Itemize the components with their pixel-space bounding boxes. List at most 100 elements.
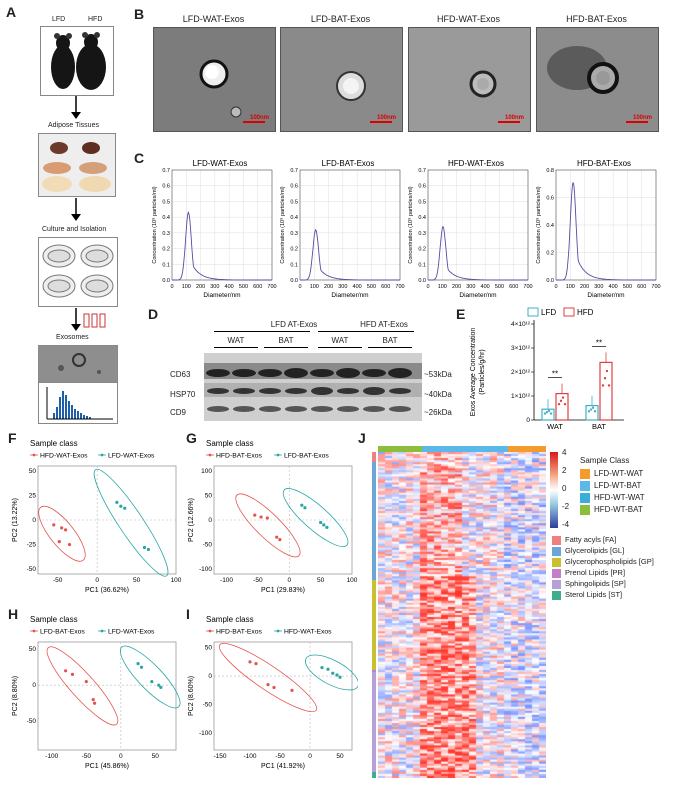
x-tick-label: 50 xyxy=(317,577,325,584)
histogram-icon xyxy=(46,387,113,420)
nta-curve xyxy=(172,210,272,281)
arrow-down-icon xyxy=(71,308,81,331)
x-tick-label: -100 xyxy=(45,753,58,760)
x-tick-label: 300 xyxy=(594,284,603,290)
x-tick-label: 50 xyxy=(152,753,160,760)
pca-point xyxy=(115,500,119,504)
data-point xyxy=(563,402,567,406)
lipid-bar-fa xyxy=(372,452,376,462)
legend-marker xyxy=(100,629,104,633)
legend-swatch xyxy=(580,504,590,515)
y-tick-label: 0.7 xyxy=(162,168,170,174)
legend-swatch xyxy=(552,557,561,567)
y-axis-label: PC2 (8.80%) xyxy=(12,676,19,716)
nta-plot: LFD-BAT-Exos 0 100 200 300 400 500 600 700 0.0 0.1… xyxy=(279,159,405,299)
x-tick-label: 300 xyxy=(338,284,347,290)
y-tick-label: -100 xyxy=(199,566,212,573)
lipid-class-bar xyxy=(372,452,376,778)
lipid-bar-st xyxy=(372,772,376,778)
x-axis-label: Diameter/nm xyxy=(203,292,240,299)
pca-point xyxy=(92,701,97,705)
panel-label-g: G xyxy=(186,430,197,446)
tem-image-lfd-wat: 100nm xyxy=(153,27,276,132)
x-tick-label: 0 xyxy=(298,284,301,290)
scale-bar xyxy=(243,121,265,123)
plot-frame xyxy=(171,169,273,281)
panel-label-e: E xyxy=(456,306,466,322)
vesicle-icon xyxy=(469,70,497,98)
y-axis-label: (Particles/g/hr) xyxy=(479,349,486,395)
vesicle-icon xyxy=(336,71,366,101)
blot-lane-label: BAT xyxy=(382,336,398,345)
legend-swatch xyxy=(580,492,590,503)
pca-point xyxy=(57,540,61,544)
x-tick-label: 600 xyxy=(381,284,390,290)
legend-label: HFD-WAT-Exos xyxy=(284,629,332,636)
blot-lane-label: BAT xyxy=(278,336,294,345)
x-tick-label: 500 xyxy=(623,284,632,290)
data-point xyxy=(561,396,565,399)
blot-lane-label: WAT xyxy=(227,336,245,345)
data-point xyxy=(605,369,609,373)
legend-marker xyxy=(276,629,280,633)
x-tick-label: 200 xyxy=(580,284,589,290)
bar xyxy=(585,404,599,421)
pca-point xyxy=(67,542,72,547)
exosome-nta-thumb xyxy=(38,382,118,424)
panel-label-h: H xyxy=(8,606,19,622)
blot-image xyxy=(204,353,422,421)
plot-frame xyxy=(555,169,657,281)
pca-point xyxy=(275,535,279,539)
nta-curve xyxy=(300,228,400,281)
tem-title-3: HFD-WAT-Exos xyxy=(437,14,500,24)
y-tick-label: 0.7 xyxy=(418,168,426,174)
x-tick-label: 50 xyxy=(336,753,344,760)
y-tick-label: 0.1 xyxy=(290,262,298,268)
legend-swatch-hfd xyxy=(563,307,575,317)
sample-bar-wt xyxy=(422,446,508,452)
pca-point xyxy=(322,523,326,527)
blot-row-label: HSP70 xyxy=(170,390,196,399)
x-tick-label: 700 xyxy=(523,284,532,290)
blot-row-label: CD63 xyxy=(170,370,191,379)
x-tick-label: 100 xyxy=(438,284,447,290)
x-axis-label: Diameter/nm xyxy=(459,292,496,299)
heatmap-canvas xyxy=(378,452,546,778)
y-tick-label: 0.6 xyxy=(162,184,170,190)
y-tick-label: -25 xyxy=(27,542,37,549)
y-tick-label: 4×10¹² xyxy=(511,321,531,328)
pca-point xyxy=(136,662,140,666)
lipid-class-item: Glycerophospholipids [GP] xyxy=(552,556,654,567)
y-axis-label: Exos Average Concentration xyxy=(470,328,477,417)
x-axis-label: PC1 (41.92%) xyxy=(261,763,305,770)
legend-marker xyxy=(276,453,280,457)
scale-bar xyxy=(498,121,520,123)
y-tick-label: 0 xyxy=(208,673,212,680)
x-tick-label: WAT xyxy=(547,422,563,430)
sample-class-item: LFD-WT-BAT xyxy=(580,480,645,492)
pca-point xyxy=(331,671,335,675)
x-tick-label: 400 xyxy=(481,284,490,290)
scale-label: 100nm xyxy=(376,115,396,121)
y-tick-label: 0.6 xyxy=(418,184,426,190)
sample-class-item: LFD-WT-WAT xyxy=(580,468,645,480)
legend-title: Sample class xyxy=(30,615,78,624)
pca-point xyxy=(259,515,263,519)
x-tick-label: -100 xyxy=(243,753,256,760)
pca-point xyxy=(303,506,307,510)
blot-lane-label: WAT xyxy=(331,336,349,345)
pca-point xyxy=(253,513,257,517)
legend-marker xyxy=(32,453,36,457)
y-tick-label: 0 xyxy=(32,682,36,689)
group-line xyxy=(318,331,414,332)
legend-label: Sphingolipids [SP] xyxy=(565,579,626,588)
pca-point xyxy=(320,665,324,670)
pca-point xyxy=(60,526,64,530)
y-tick-label: 0.8 xyxy=(546,168,554,174)
y-tick-label: 0.2 xyxy=(546,251,554,257)
data-point xyxy=(603,377,607,380)
tem-title-2: LFD-BAT-Exos xyxy=(310,14,371,24)
x-tick-label: 100 xyxy=(171,577,182,584)
y-tick-label: 0.0 xyxy=(162,278,170,284)
sample-bar-hfd-bat xyxy=(378,446,422,452)
